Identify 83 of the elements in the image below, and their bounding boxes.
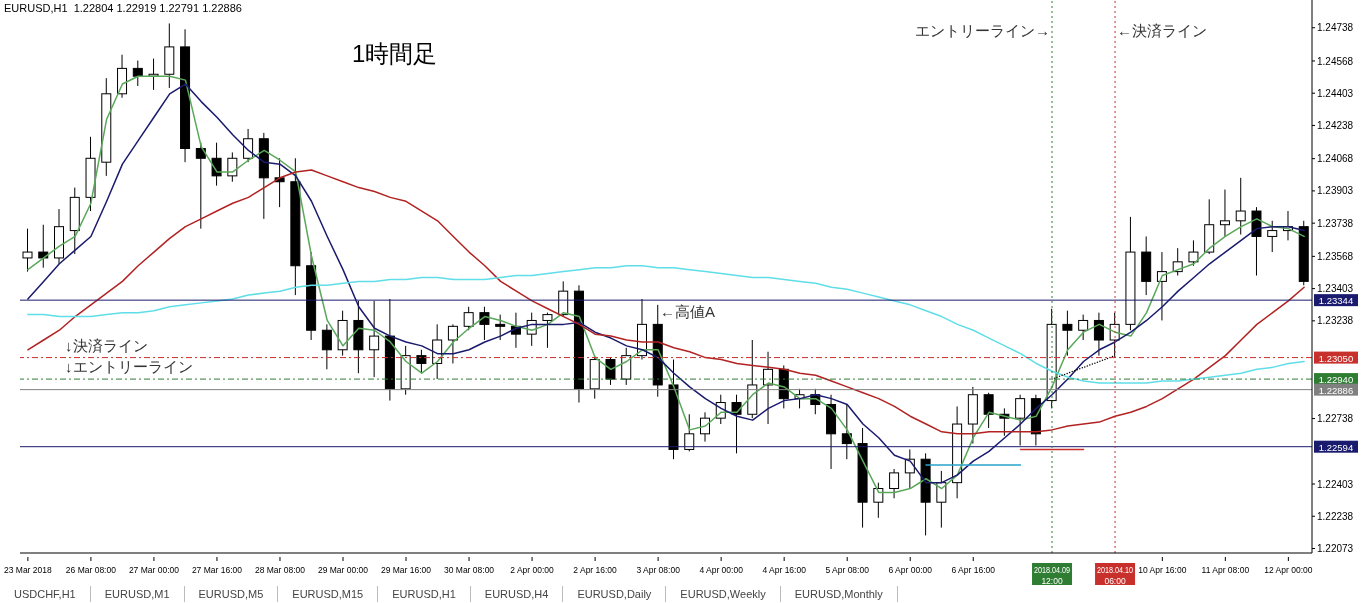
x-tick-label: 3 Apr 08:00: [636, 565, 681, 575]
candlestick: [1078, 314, 1089, 341]
y-tick-label: 1.24403: [1317, 87, 1354, 99]
candlestick: [1015, 394, 1026, 447]
text: 1時間足: [352, 39, 438, 69]
candlestick: [684, 413, 695, 452]
tab: EURUSD,H1: [378, 586, 471, 602]
x-tick-label: 12 Apr 00:00: [1264, 565, 1313, 575]
x-tick-label: 5 Apr 08:00: [825, 565, 870, 575]
x-tick-label: 10 Apr 16:00: [1138, 565, 1187, 575]
x-tick-label: 6 Apr 16:00: [951, 565, 996, 575]
tab: EURUSD,M1: [90, 586, 185, 602]
annotation: ↓エントリーライン: [65, 358, 193, 378]
x-tick-label: 2018.04.10 06:00: [1097, 565, 1140, 586]
y-tick-label: 1.22073: [1317, 543, 1354, 555]
tab: EURUSD,M15: [278, 586, 379, 602]
y-tick-label: 1.22738: [1317, 413, 1354, 425]
tab: EURUSD,H4: [470, 586, 564, 602]
candlestick: [416, 349, 427, 374]
candlestick: [1235, 177, 1246, 235]
candlestick: [936, 470, 947, 529]
y-tick-label: 1.23738: [1317, 217, 1354, 229]
annotation: ↓決済ライン: [65, 336, 148, 356]
y-tick-label: 1.24238: [1317, 120, 1354, 131]
candlestick: [22, 228, 33, 273]
candlestick: [1188, 239, 1199, 267]
x-tick-label: 4 Apr 00:00: [699, 565, 744, 575]
chart-title: EURUSD,H1 1.22804 1.22919 1.22791 1.22886: [4, 2, 242, 14]
candlestick: [841, 403, 852, 460]
candlestick: [1267, 220, 1278, 253]
ref-line-label: 1.22940: [1318, 374, 1354, 386]
ref-line-label: 1.22886: [1318, 384, 1354, 396]
ref-line-label: 1.22594: [1318, 441, 1354, 453]
candlestick: [1219, 189, 1230, 237]
y-tick-label: 1.23568: [1317, 250, 1354, 262]
annotation: ←高値A: [660, 302, 716, 322]
line-series: [27, 169, 1305, 435]
x-tick-label: 28 Mar 08:00: [254, 565, 306, 575]
x-tick-label: 2 Apr 00:00: [510, 565, 555, 575]
x-tick-label: 29 Mar 00:00: [317, 565, 369, 575]
x-tick-label: 2 Apr 16:00: [573, 565, 618, 575]
ref-line-label: 1.23050: [1318, 352, 1354, 364]
candlestick: [731, 394, 742, 454]
y-tick-label: 1.24568: [1317, 55, 1354, 67]
x-tick-label: 11 Apr 08:00: [1201, 565, 1250, 575]
candlestick: [542, 312, 553, 349]
tab: USDCHF,H1: [0, 586, 91, 602]
y-tick-label: 1.23403: [1317, 283, 1354, 295]
ref-line-label: ←決済ライン: [1117, 22, 1208, 39]
candlestick: [983, 392, 994, 429]
x-tick-label: 23 Mar 2018: [4, 565, 53, 575]
line-series: [27, 265, 1305, 384]
candlestick: [321, 323, 332, 370]
x-tick-label: 26 Mar 08:00: [65, 565, 117, 575]
y-tick-label: 1.24738: [1317, 22, 1354, 34]
x-tick-label: 27 Mar 16:00: [191, 565, 243, 575]
candlestick: [227, 151, 238, 183]
y-tick-label: 1.22403: [1317, 478, 1354, 490]
x-tick-label: 29 Mar 16:00: [380, 565, 432, 575]
x-tick-label: 30 Mar 08:00: [444, 565, 495, 575]
y-tick-label: 1.23238: [1317, 315, 1354, 327]
candlestick: [1062, 310, 1073, 357]
candlestick: [495, 314, 506, 341]
candlestick: [889, 468, 900, 499]
tab: EURUSD,Daily: [563, 586, 667, 602]
x-tick-label: 4 Apr 16:00: [762, 565, 807, 575]
ref-line-label: 1.23344: [1318, 295, 1354, 307]
x-tick-label: 27 Mar 00:00: [128, 565, 180, 575]
candlestick: [447, 323, 458, 364]
candlestick: [132, 60, 143, 87]
x-tick-label: 6 Apr 00:00: [888, 565, 933, 575]
tab: EURUSD,M5: [184, 586, 279, 602]
candlestick: [873, 482, 884, 519]
x-tick-label: 2018.04.09 12:00: [1034, 565, 1077, 586]
tab: EURUSD,Weekly: [666, 586, 781, 602]
candlestick: [1093, 312, 1104, 357]
candlestick: [38, 224, 49, 269]
y-tick-label: 1.23903: [1317, 185, 1354, 197]
candlestick: [369, 300, 380, 378]
y-tick-label: 1.22238: [1317, 510, 1354, 522]
y-tick-label: 1.24068: [1317, 153, 1354, 165]
tab: EURUSD,Monthly: [780, 586, 898, 602]
ref-line-label: エントリーライン→: [915, 22, 1051, 39]
